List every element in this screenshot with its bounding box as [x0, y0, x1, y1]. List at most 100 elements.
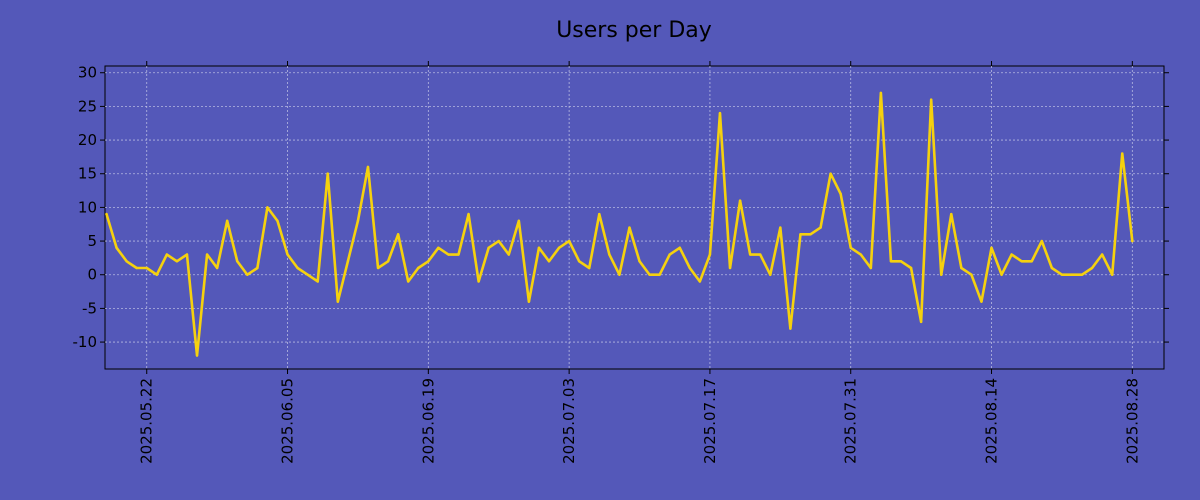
- data-point: [1070, 273, 1074, 276]
- data-point: [909, 266, 913, 270]
- data-point: [638, 260, 641, 263]
- data-point: [899, 260, 903, 263]
- data-point: [135, 266, 138, 270]
- axes: -10 -5 0 5 10 15 20 25 30 2025.05.22 2025.06.05 202…: [73, 61, 1169, 464]
- data-point: [829, 172, 832, 175]
- plot-area: [104, 65, 1165, 370]
- data-point: [225, 219, 229, 223]
- data-point: [286, 253, 289, 256]
- x-tick-label: 2025.05.22: [138, 378, 156, 464]
- data-point: [407, 280, 410, 283]
- data-point: [215, 266, 219, 270]
- data-point: [336, 300, 340, 303]
- data-point: [195, 354, 199, 357]
- data-point: [618, 273, 621, 276]
- data-point: [1030, 260, 1033, 263]
- data-point: [386, 260, 390, 263]
- x-tick-label: 2025.07.17: [701, 378, 719, 464]
- data-point: [608, 253, 611, 256]
- data-point: [306, 273, 309, 276]
- data-point: [175, 260, 179, 263]
- data-point: [366, 165, 370, 169]
- x-tick-label: 2025.08.14: [983, 378, 1001, 464]
- data-point: [980, 300, 983, 303]
- y-tick-label: 10: [78, 198, 97, 216]
- data-point: [960, 266, 963, 270]
- data-point: [1000, 273, 1003, 276]
- data-point: [1040, 239, 1044, 243]
- data-point: [145, 266, 148, 270]
- data-point: [326, 172, 329, 175]
- data-point: [115, 246, 118, 249]
- data-point: [678, 246, 681, 249]
- data-point: [266, 206, 269, 209]
- data-point: [557, 246, 561, 249]
- data-point: [497, 239, 500, 243]
- data-point: [769, 273, 772, 276]
- y-tick-label: 25: [78, 97, 97, 115]
- y-tick-label: 5: [87, 232, 97, 250]
- data-point: [236, 260, 239, 263]
- data-point: [1020, 260, 1023, 263]
- data-point: [396, 233, 400, 236]
- data-point: [1100, 253, 1104, 256]
- data-point: [527, 300, 531, 303]
- data-point: [668, 253, 671, 256]
- data-point: [1131, 239, 1134, 243]
- data-point: [477, 280, 480, 283]
- data-point: [356, 219, 360, 223]
- data-point: [809, 233, 812, 236]
- data-point: [698, 280, 702, 283]
- data-point: [447, 253, 450, 256]
- data-point: [1060, 273, 1064, 276]
- y-tick-label: -10: [73, 333, 98, 351]
- data-point: [889, 260, 893, 263]
- data-point: [507, 253, 510, 256]
- data-point: [738, 199, 742, 202]
- y-tick-label: 0: [87, 266, 97, 284]
- data-point: [849, 246, 852, 249]
- data-point: [125, 260, 128, 263]
- data-point: [1080, 273, 1084, 276]
- data-point: [1010, 253, 1013, 256]
- data-point: [799, 233, 802, 236]
- data-point: [1111, 273, 1114, 276]
- data-point: [970, 273, 973, 276]
- data-point: [346, 260, 350, 263]
- x-tick-label: 2025.08.28: [1123, 378, 1141, 464]
- data-point: [165, 253, 169, 256]
- data-point: [567, 239, 571, 243]
- data-point: [588, 266, 591, 270]
- data-point: [879, 91, 883, 95]
- data-point: [759, 253, 762, 256]
- x-tick-label: 2025.06.19: [419, 378, 437, 464]
- data-point: [950, 212, 953, 216]
- y-tick-label: 30: [78, 64, 97, 82]
- data-point: [296, 266, 299, 270]
- data-point: [990, 246, 993, 249]
- data-point: [1090, 266, 1094, 270]
- data-point: [417, 266, 420, 270]
- data-point: [205, 253, 209, 256]
- series: [105, 91, 1134, 357]
- data-point: [688, 266, 692, 270]
- data-point: [929, 98, 933, 101]
- data-point: [467, 212, 470, 216]
- data-point: [718, 111, 722, 115]
- data-point: [839, 192, 842, 196]
- data-point: [779, 226, 782, 229]
- data-point: [1050, 266, 1054, 270]
- data-point: [577, 260, 581, 263]
- data-point: [598, 212, 601, 216]
- data-point: [517, 219, 521, 223]
- data-point: [487, 246, 490, 249]
- y-tick-label: -5: [82, 299, 97, 317]
- data-point: [437, 246, 440, 249]
- data-point: [316, 280, 319, 283]
- data-point: [105, 212, 108, 216]
- data-point: [547, 260, 551, 263]
- y-tick-label: 15: [78, 165, 97, 183]
- data-point: [919, 320, 923, 324]
- chart-title: Users per Day: [556, 18, 712, 43]
- data-point: [658, 273, 661, 276]
